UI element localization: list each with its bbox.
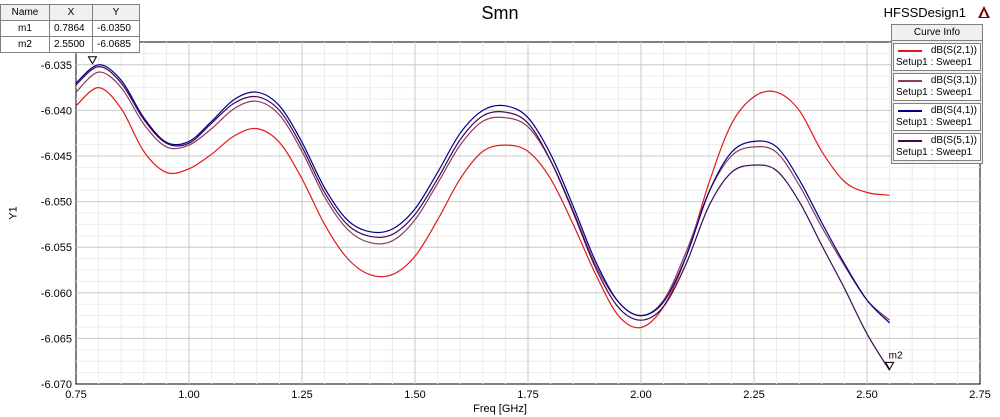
legend-setup: Setup1 : Sweep1	[896, 87, 973, 98]
marker-col-x: X	[49, 4, 93, 21]
y-axis-label: Y1	[7, 206, 20, 220]
y-tick-label: -6.040	[41, 105, 72, 117]
x-tick-label: 1.75	[517, 389, 538, 401]
marker-m2[interactable]	[884, 361, 895, 371]
marker-label: m2	[889, 350, 903, 361]
marker-m1[interactable]	[87, 56, 98, 65]
marker-row[interactable]: m1 0.7864 -6.0350	[0, 20, 140, 37]
y-tick-label: -6.065	[41, 333, 72, 345]
y-tick-label: -6.055	[41, 242, 72, 254]
x-tick-label: 1.50	[404, 389, 425, 401]
chart-title: Smn	[481, 3, 519, 23]
marker-y: -6.0350	[92, 20, 140, 37]
series-line-dbs31[interactable]	[75, 71, 890, 321]
legend-swatch	[898, 140, 922, 142]
series-line-dbs41[interactable]	[75, 64, 891, 324]
legend-item-s51[interactable]: dB(S(5,1)) Setup1 : Sweep1	[893, 133, 981, 161]
y-tick-label: -6.070	[41, 379, 72, 391]
marker-col-y: Y	[92, 4, 140, 21]
legend-setup: Setup1 : Sweep1	[896, 147, 973, 158]
legend-setup: Setup1 : Sweep1	[896, 117, 973, 128]
y-tick-label: -6.045	[41, 151, 72, 163]
x-tick-label: 2.50	[856, 389, 877, 401]
ansoft-logo-icon	[978, 6, 990, 18]
x-tick-label: 2.25	[743, 389, 764, 401]
x-tick-label: 1.00	[178, 389, 199, 401]
x-tick-label: 2.75	[969, 389, 990, 401]
legend-item-s31[interactable]: dB(S(3,1)) Setup1 : Sweep1	[893, 73, 981, 101]
marker-row[interactable]: m2 2.5500 -6.0685	[0, 36, 140, 53]
legend-label: dB(S(5,1))	[930, 135, 977, 146]
marker-name: m2	[0, 36, 50, 53]
ansoft-logo	[973, 5, 995, 29]
x-axis-label: Freq [GHz]	[473, 403, 527, 415]
legend-item-s41[interactable]: dB(S(4,1)) Setup1 : Sweep1	[893, 103, 981, 131]
series-line-dbs51[interactable]	[75, 65, 891, 371]
series-line-dbs21[interactable]	[75, 86, 890, 329]
marker-x: 2.5500	[49, 36, 93, 53]
x-tick-label: 1.25	[291, 389, 312, 401]
y-tick-label: -6.060	[41, 288, 72, 300]
legend-swatch	[898, 110, 922, 112]
legend-label: dB(S(3,1))	[930, 75, 977, 86]
design-name: HFSSDesign1	[883, 5, 966, 20]
marker-name: m1	[0, 20, 50, 37]
y-tick-label: -6.050	[41, 197, 72, 209]
legend-swatch	[898, 80, 922, 82]
legend-item-s21[interactable]: dB(S(2,1)) Setup1 : Sweep1	[893, 43, 981, 71]
marker-table[interactable]: Name X Y m1 0.7864 -6.0350 m2 2.5500 -6.…	[0, 4, 140, 53]
legend-title: Curve Info	[892, 25, 982, 41]
legend-label: dB(S(2,1))	[930, 45, 977, 56]
x-tick-label: 0.75	[65, 389, 86, 401]
legend-label: dB(S(4,1))	[930, 105, 977, 116]
marker-y: -6.0685	[92, 36, 140, 53]
marker-col-name: Name	[0, 4, 50, 21]
legend-swatch	[898, 50, 922, 52]
x-tick-label: 2.00	[630, 389, 651, 401]
y-tick-label: -6.035	[41, 60, 72, 72]
curve-info-legend[interactable]: Curve Info dB(S(2,1)) Setup1 : Sweep1 dB…	[891, 24, 983, 164]
legend-setup: Setup1 : Sweep1	[896, 57, 973, 68]
marker-x: 0.7864	[49, 20, 93, 37]
